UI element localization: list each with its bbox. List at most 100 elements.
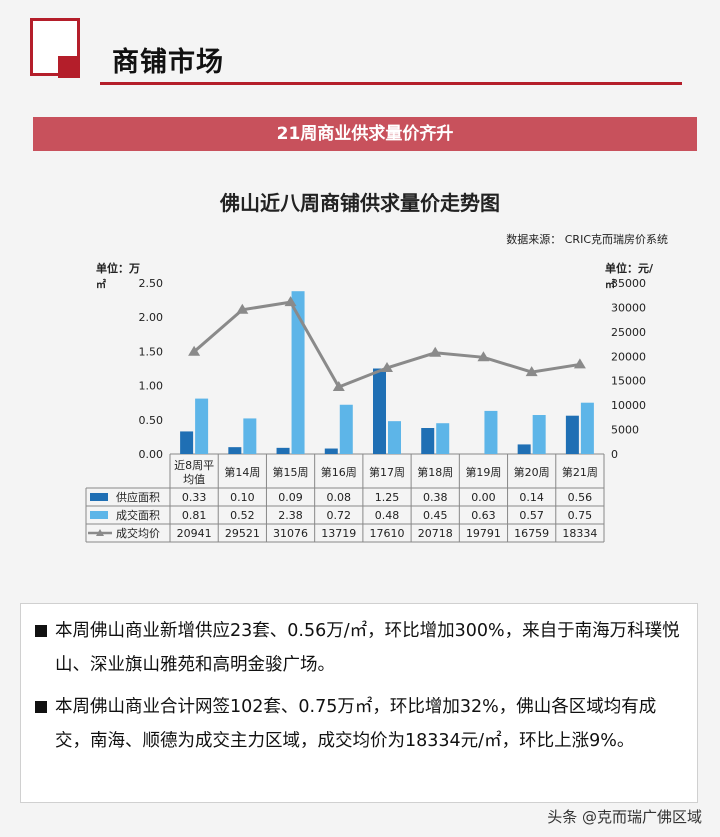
right-axis-tick-label: 30000	[611, 301, 646, 314]
legend-swatch	[90, 493, 108, 501]
price-marker	[573, 358, 586, 369]
data-label: 0.56	[568, 491, 593, 504]
watermark: 头条 @克而瑞广佛区域	[547, 808, 702, 826]
legend-marker	[96, 529, 104, 536]
category-label: 第19周	[465, 465, 501, 479]
note-item: 本周佛山商业新增供应23套、0.56万/㎡，环比增加300%，来自于南海万科璞悦…	[35, 614, 685, 682]
deal-bar	[339, 404, 353, 454]
category-label: 第15周	[273, 465, 309, 479]
data-label: 13719	[321, 527, 356, 540]
chart-title: 佛山近八周商铺供求量价走势图	[220, 191, 500, 215]
price-marker	[381, 361, 393, 372]
notes-panel: 本周佛山商业新增供应23套、0.56万/㎡，环比增加300%，来自于南海万科璞悦…	[20, 603, 698, 803]
data-label: 16759	[514, 527, 549, 540]
data-label: 0.63	[471, 509, 496, 522]
right-axis-tick-label: 10000	[611, 399, 646, 412]
data-label: 0.09	[278, 491, 303, 504]
price-marker	[477, 351, 490, 362]
right-unit-label: ㎡	[605, 278, 615, 291]
right-axis-tick-label: 25000	[611, 326, 646, 339]
logo-frame	[30, 18, 80, 76]
left-axis-tick-label: 0.50	[139, 414, 164, 427]
data-label: 1.25	[375, 491, 400, 504]
data-label: 0.33	[182, 491, 207, 504]
note-text: 本周佛山商业合计网签102套、0.75万㎡，环比增加32%，佛山各区域均有成交，…	[55, 697, 657, 751]
category-label: 第14周	[224, 465, 260, 479]
chart-source: 数据来源： CRIC克而瑞房价系统	[506, 233, 668, 246]
combo-chart: 单位：万㎡ 单位：元/ ㎡ 0.00 0.50 1.00 1.50 2.00 2.50 0 5000…	[85, 261, 654, 543]
data-label: 0.48	[375, 509, 400, 522]
data-label: 20941	[177, 527, 212, 540]
supply-bar	[517, 444, 531, 454]
section-title: 商铺市场	[112, 47, 224, 78]
price-marker	[525, 366, 538, 377]
data-label: 31076	[273, 527, 308, 540]
data-label: 2.38	[278, 509, 303, 522]
category-label: 第17周	[369, 465, 405, 479]
category-label: 第16周	[321, 465, 357, 479]
price-marker	[332, 380, 345, 391]
deal-bar	[388, 421, 401, 454]
note-item: 本周佛山商业合计网签102套、0.75万㎡，环比增加32%，佛山各区域均有成交，…	[35, 690, 685, 758]
supply-bar	[228, 447, 242, 454]
category-label: 近8周平	[174, 459, 214, 472]
right-axis-tick-label: 20000	[611, 350, 646, 363]
data-label: 0.57	[519, 509, 544, 522]
square-bullet-icon	[35, 701, 47, 713]
price-marker	[429, 346, 442, 357]
deal-bar	[291, 291, 305, 454]
deal-bar	[436, 423, 450, 454]
supply-bar	[565, 415, 579, 454]
right-unit-label: 单位：元/	[605, 261, 654, 275]
data-label: 0.45	[423, 509, 448, 522]
legend-label: 成交均价	[116, 526, 160, 540]
category-label: 均值	[183, 473, 205, 486]
square-bullet-icon	[35, 625, 47, 637]
data-label: 0.08	[327, 491, 352, 504]
left-axis-tick-label: 0.00	[139, 448, 164, 461]
price-marker	[188, 345, 201, 356]
right-axis-tick-label: 5000	[611, 424, 639, 437]
price-line	[193, 300, 581, 389]
right-axis-tick-label: 15000	[611, 375, 646, 388]
data-label: 0.72	[327, 509, 352, 522]
data-label: 0.00	[471, 491, 496, 504]
right-axis-tick-label: 35000	[611, 277, 646, 290]
deal-bar	[243, 418, 257, 454]
category-label: 第18周	[417, 465, 453, 479]
price-marker	[284, 296, 297, 307]
data-label: 0.52	[230, 509, 255, 522]
supply-bar	[373, 368, 386, 454]
data-label: 20718	[418, 527, 453, 540]
legend-swatch	[90, 511, 108, 519]
legend-label: 成交面积	[116, 508, 160, 522]
left-unit-label: ㎡	[96, 278, 106, 291]
supply-bar	[324, 448, 338, 454]
category-label: 第20周	[514, 465, 550, 479]
logo-square	[58, 56, 80, 78]
left-axis-tick-label: 1.00	[139, 380, 164, 393]
price-marker	[236, 303, 249, 314]
deal-bar	[580, 402, 594, 454]
headline-banner: 21周商业供求量价齐升	[33, 117, 697, 151]
data-label: 0.75	[568, 509, 593, 522]
data-label: 0.10	[230, 491, 255, 504]
data-label: 19791	[466, 527, 501, 540]
data-label: 17610	[370, 527, 405, 540]
right-axis-tick-label: 0	[611, 448, 618, 461]
supply-bar	[180, 431, 194, 454]
left-axis-tick-label: 1.50	[139, 345, 164, 358]
data-label: 29521	[225, 527, 260, 540]
category-label: 第21周	[562, 465, 598, 479]
note-text: 本周佛山商业新增供应23套、0.56万/㎡，环比增加300%，来自于南海万科璞悦…	[55, 621, 680, 675]
data-label: 0.81	[182, 509, 207, 522]
deal-bar	[532, 415, 546, 454]
deal-bar	[195, 398, 209, 454]
left-axis-tick-label: 2.50	[139, 277, 164, 290]
supply-bar	[421, 428, 435, 454]
legend-label: 供应面积	[116, 490, 160, 504]
data-label: 18334	[562, 527, 597, 540]
left-axis-tick-label: 2.00	[139, 311, 164, 324]
deal-bar	[484, 410, 498, 454]
data-label: 0.38	[423, 491, 448, 504]
